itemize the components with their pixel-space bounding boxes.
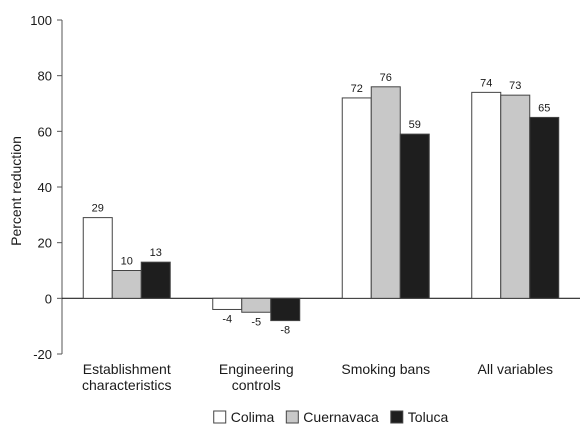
category-label-line: Engineering [219,361,294,377]
legend-swatch-toluca [390,410,404,424]
category-label-line: characteristics [82,377,171,393]
category-label: Smoking bans [341,361,430,377]
bar-toluca-0 [140,261,171,299]
category-label-line: All variables [478,361,553,377]
category-label: All variables [478,361,553,377]
y-tick-label: -20 [33,347,52,362]
bar-colima-0 [82,217,113,299]
y-tick-label: 80 [38,69,52,84]
legend-label-colima: Colima [231,409,275,425]
legend-swatch-cuernavaca [285,410,299,424]
bar-toluca-3 [529,116,560,299]
category-label: Establishment characteristics [82,361,171,393]
bar-toluca-2 [399,133,430,299]
data-label: 73 [509,80,521,92]
y-tick-label: 20 [38,236,52,251]
data-label: -4 [222,313,232,325]
bar-cuernavaca-2 [370,86,401,299]
data-label: -5 [251,316,261,328]
data-label: 76 [380,72,392,84]
bar-colima-2 [341,97,372,299]
category-label-line: Smoking bans [341,361,430,377]
bar-cuernavaca-0 [111,270,142,299]
data-label: 72 [351,83,363,95]
data-label: 74 [480,77,492,89]
data-label: 13 [150,247,162,259]
bar-cuernavaca-3 [500,94,531,299]
y-axis-title: Percent reduction [8,136,24,246]
y-tick-label: 40 [38,180,52,195]
data-label: 29 [92,203,104,215]
category-label-line: controls [232,377,281,393]
data-label: 65 [538,102,550,114]
bars [82,86,560,322]
data-label: -8 [280,325,290,337]
legend-label-toluca: Toluca [408,409,449,425]
bar-colima-3 [471,91,502,299]
y-tick-label: 100 [30,13,52,28]
y-tick-labels: -20 0 20 40 60 80 100 [30,13,52,362]
data-label: 59 [409,119,421,131]
legend-swatch-colima [213,410,227,424]
bar-colima-1 [212,297,243,310]
y-tick-label: 0 [45,291,52,306]
data-label: 10 [121,256,133,268]
category-label-line: Establishment [83,361,171,377]
bar-toluca-1 [270,297,301,322]
category-label: Engineering controls [219,361,294,393]
data-labels: 29 10 13 -4 -5 -8 72 76 59 74 73 65 [92,72,551,337]
legend: Colima Cuernavaca Toluca [213,409,449,425]
legend-label-cuernavaca: Cuernavaca [303,409,379,425]
y-tick-label: 60 [38,124,52,139]
bar-cuernavaca-1 [241,297,272,313]
